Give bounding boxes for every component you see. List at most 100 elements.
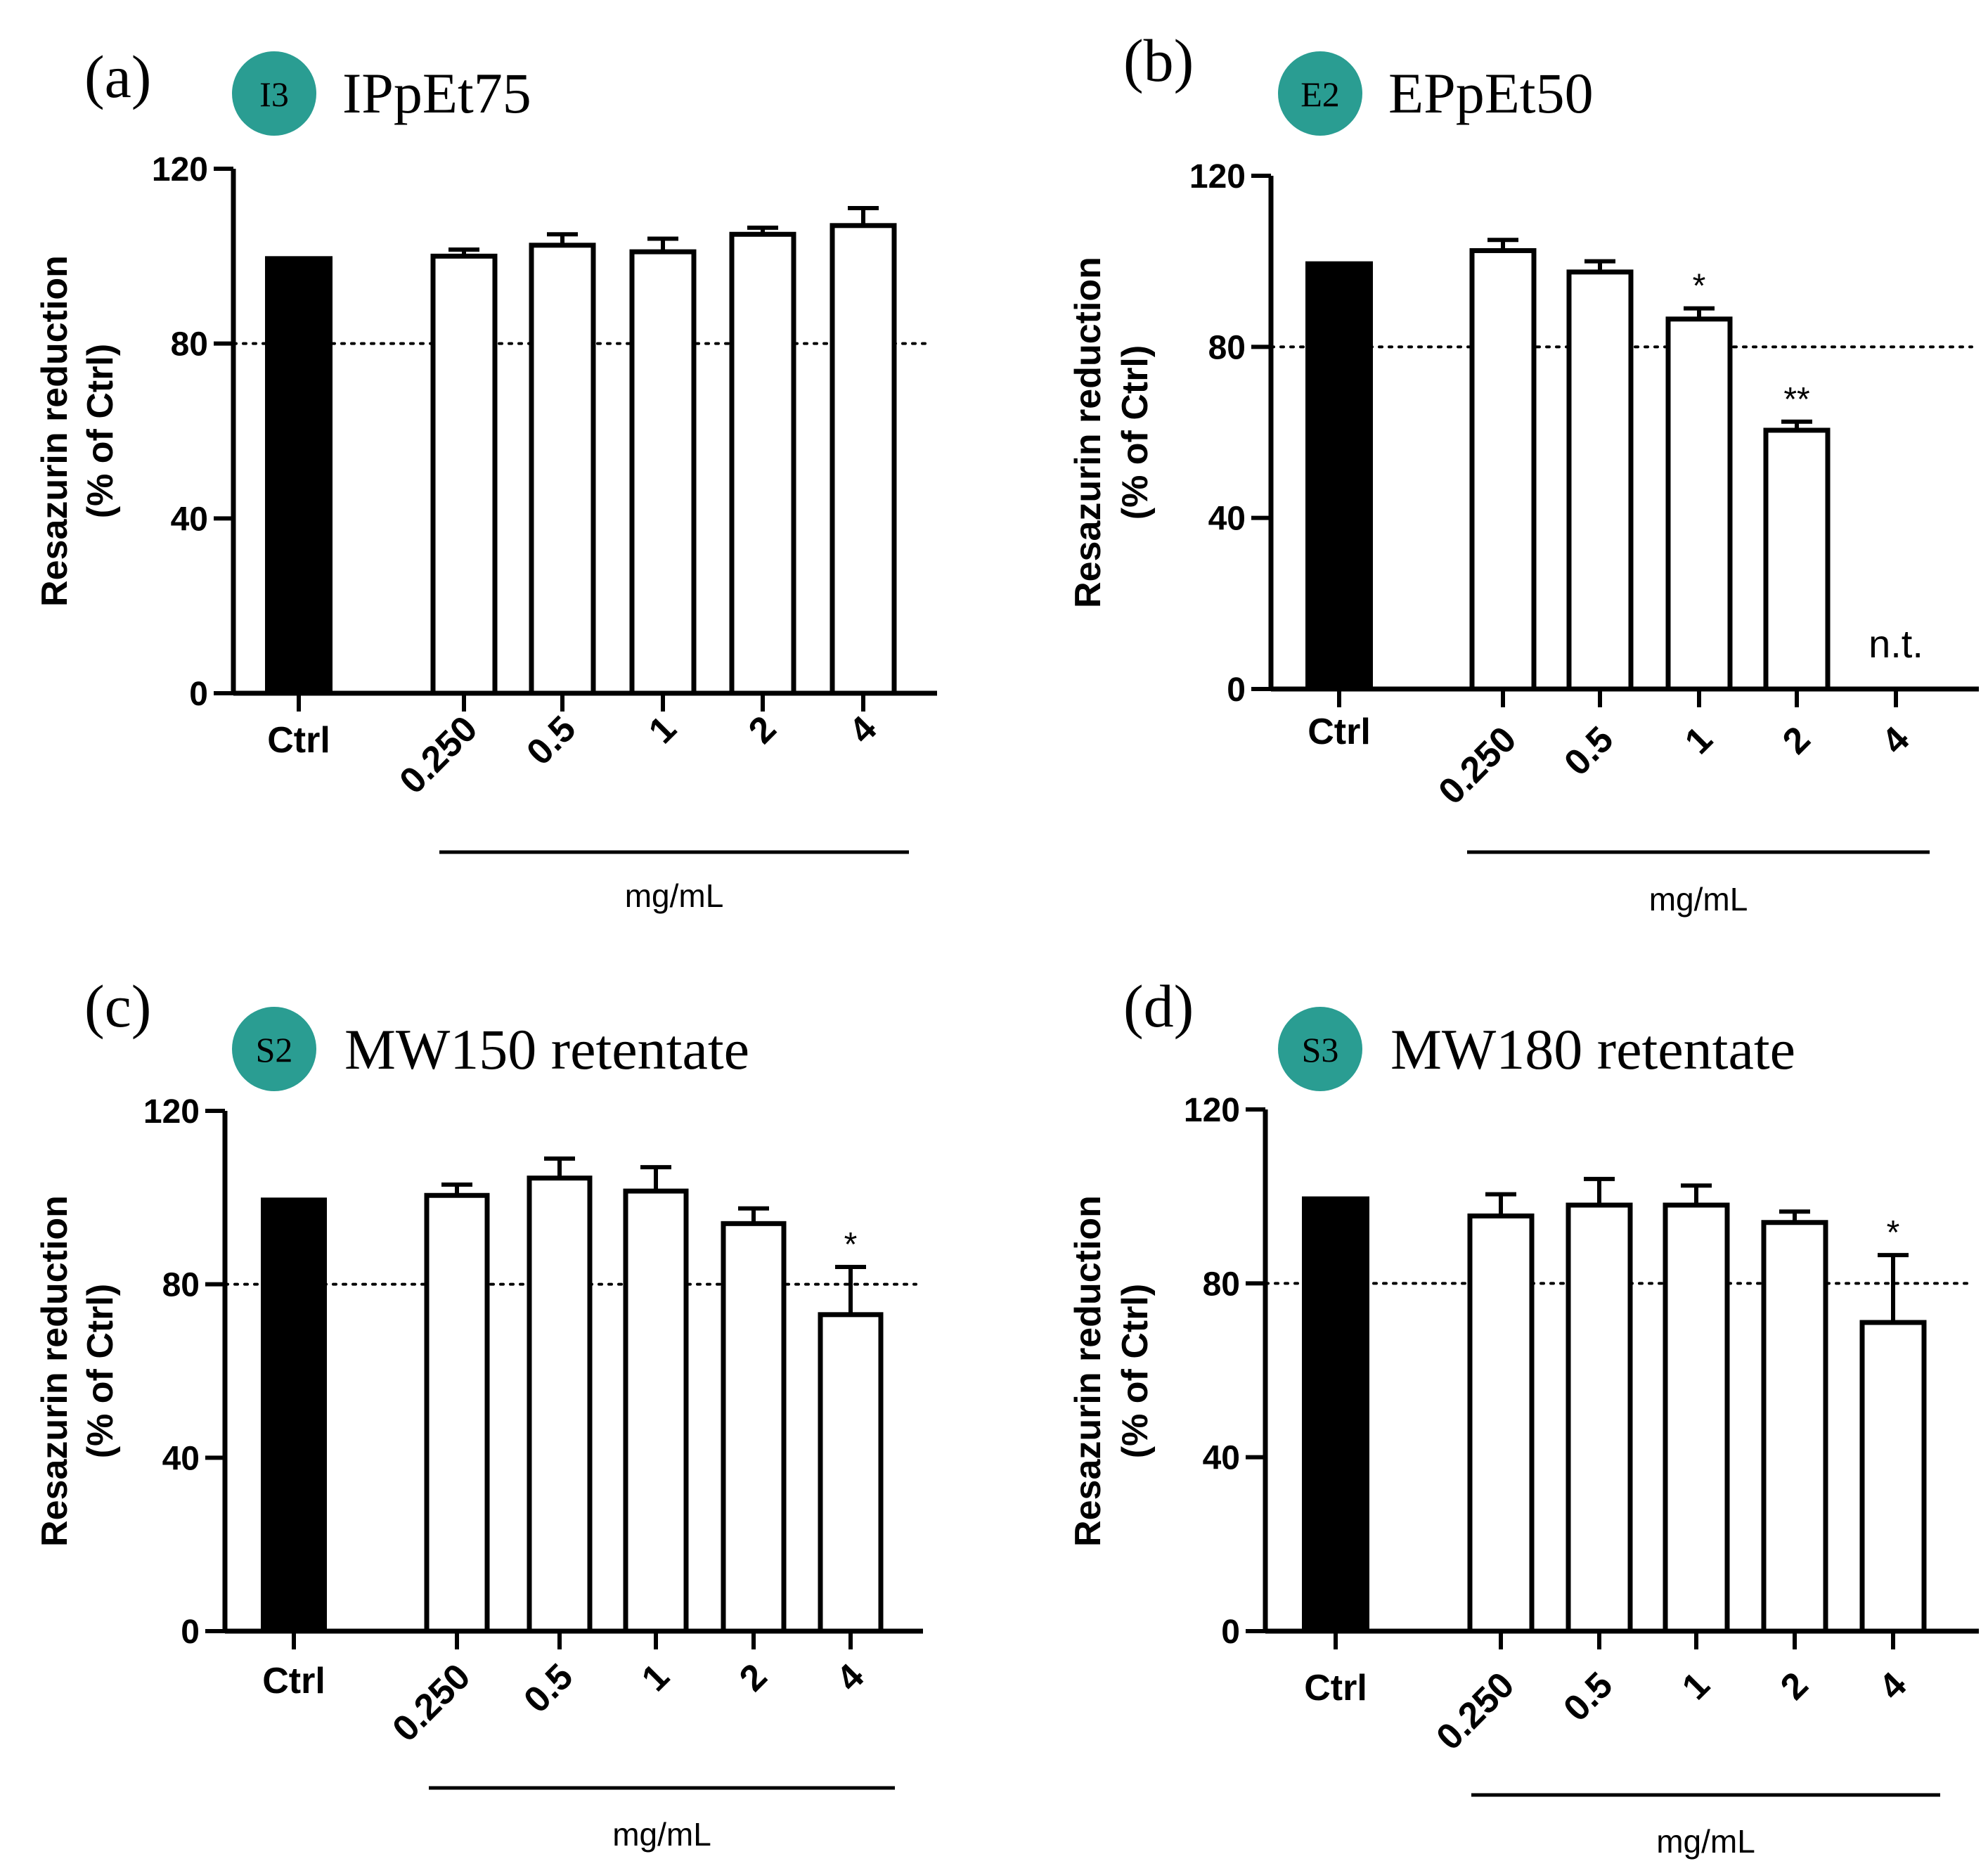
bar-4	[818, 1312, 884, 1634]
bar-0.5	[529, 243, 596, 696]
panel-label: (d)	[1123, 972, 1194, 1040]
x-tick-label: 0.250	[1428, 1664, 1522, 1758]
y-tick-label: 0	[1221, 1614, 1240, 1651]
badge-label: S3	[1302, 1030, 1339, 1069]
y-tick-label: 120	[1189, 158, 1246, 195]
y-tick-label: 0	[189, 676, 208, 713]
significance-mark: *	[1887, 1214, 1900, 1251]
x-tick-label: 1	[641, 708, 684, 751]
y-axis-label-line1: Resazurin reduction	[1068, 1195, 1109, 1547]
badge-circle	[232, 51, 316, 136]
y-axis-label-line1: Resazurin reduction	[34, 255, 75, 607]
bar-2	[1763, 427, 1831, 692]
x-axis-label: mg/mL	[1649, 881, 1748, 918]
bar-2	[1761, 1220, 1828, 1634]
x-tick-label: 2	[1775, 719, 1818, 761]
y-axis-label-line1: Resazurin reduction	[1068, 257, 1109, 608]
y-tick-label: 0	[1227, 671, 1246, 709]
x-tick-label: 1	[1677, 719, 1720, 761]
bar-2	[729, 231, 796, 696]
x-tick-label: 4	[1874, 719, 1918, 762]
x-axis-label: mg/mL	[612, 1816, 711, 1853]
x-tick-label: 0.5	[1556, 719, 1621, 783]
x-tick-label: 0.5	[516, 1656, 581, 1720]
significance-mark: *	[1693, 268, 1706, 305]
x-tick-label: 4	[841, 708, 885, 752]
bar-2	[721, 1221, 787, 1634]
x-tick-label: 4	[829, 1656, 872, 1699]
bar-0.250	[424, 1192, 490, 1634]
significance-mark: *	[844, 1226, 858, 1263]
bar-4	[830, 223, 897, 696]
bar-0.5	[527, 1176, 593, 1634]
x-tick-label: Ctrl	[1308, 712, 1371, 752]
bar-1	[1665, 316, 1733, 692]
x-tick-label: 1	[1674, 1664, 1717, 1707]
x-tick-label: 1	[634, 1656, 677, 1699]
chart-title: IPpEt75	[342, 61, 531, 125]
bar-1	[1663, 1202, 1730, 1634]
badge-label: S2	[256, 1030, 293, 1069]
x-tick-label: Ctrl	[267, 720, 330, 761]
chart-title: MW150 retentate	[344, 1017, 749, 1081]
x-axis-label: mg/mL	[625, 877, 724, 914]
y-axis-label-line2: (% of Ctrl)	[1115, 1284, 1156, 1458]
x-tick-label: 0.250	[392, 708, 485, 802]
bar-0.250	[1469, 247, 1537, 692]
significance-mark: **	[1783, 381, 1809, 418]
x-tick-label: 0.5	[1556, 1664, 1620, 1729]
y-tick-label: 80	[1203, 1266, 1240, 1303]
bar-1	[623, 1188, 689, 1634]
x-tick-label: Ctrl	[262, 1661, 325, 1701]
x-tick-label: 2	[741, 708, 784, 751]
panel-label: (a)	[84, 43, 151, 110]
badge-circle	[1278, 51, 1362, 136]
x-tick-label: 0.250	[385, 1656, 478, 1749]
bar-1	[629, 249, 697, 696]
bar-Ctrl	[1305, 261, 1373, 690]
y-axis-label-line2: (% of Ctrl)	[80, 1284, 121, 1458]
y-tick-label: 80	[1208, 329, 1246, 366]
y-tick-label: 0	[181, 1614, 200, 1651]
y-axis-label-line2: (% of Ctrl)	[80, 344, 121, 518]
panel-label: (c)	[84, 972, 151, 1040]
not-tested-label: n.t.	[1868, 622, 1923, 666]
y-axis-label-line1: Resazurin reduction	[34, 1195, 75, 1547]
panel-label: (b)	[1123, 27, 1194, 94]
y-tick-label: 120	[1184, 1092, 1240, 1129]
bar-0.250	[430, 253, 498, 696]
chart-title: EPpEt50	[1388, 61, 1594, 125]
bar-Ctrl	[1302, 1196, 1369, 1631]
x-tick-label: Ctrl	[1304, 1668, 1367, 1708]
x-tick-label: 4	[1871, 1664, 1915, 1708]
y-tick-label: 40	[1208, 501, 1246, 538]
y-tick-label: 80	[171, 326, 208, 363]
chart-panel-2: (b) E2 EPpEt50 0 40 80 120 Resazurin reduction(…	[1068, 27, 1979, 918]
badge-circle	[232, 1007, 316, 1091]
bar-0.5	[1566, 269, 1634, 692]
y-tick-label: 120	[143, 1093, 200, 1131]
x-tick-label: 0.5	[519, 708, 583, 773]
bar-Ctrl	[261, 1197, 327, 1631]
chart-panel-4: (d) S3 MW180 retentate 0 40 80 120 Resazurin re…	[1068, 972, 1979, 1860]
badge-label: I3	[259, 75, 289, 114]
chart-panel-1: (a) I3 IPpEt75 0 40 80 120 Resazurin reduction(…	[34, 43, 937, 914]
y-axis-label-line2: (% of Ctrl)	[1115, 345, 1156, 520]
badge-circle	[1278, 1007, 1362, 1091]
bar-0.5	[1566, 1202, 1633, 1634]
bar-0.250	[1467, 1213, 1535, 1634]
y-tick-label: 40	[1203, 1440, 1240, 1477]
x-axis-label: mg/mL	[1656, 1823, 1755, 1860]
bar-Ctrl	[265, 256, 333, 693]
y-tick-label: 40	[171, 501, 208, 538]
chart-panel-3: (c) S2 MW150 retentate 0 40 80 120 Resazurin re…	[34, 972, 923, 1853]
bar-4	[1859, 1320, 1927, 1634]
x-tick-label: 2	[732, 1656, 775, 1699]
y-tick-label: 120	[152, 151, 208, 188]
y-tick-label: 40	[162, 1440, 200, 1477]
chart-title: MW180 retentate	[1390, 1017, 1795, 1081]
y-tick-label: 80	[162, 1267, 200, 1304]
x-tick-label: 2	[1773, 1664, 1816, 1707]
x-tick-label: 0.250	[1431, 719, 1524, 812]
